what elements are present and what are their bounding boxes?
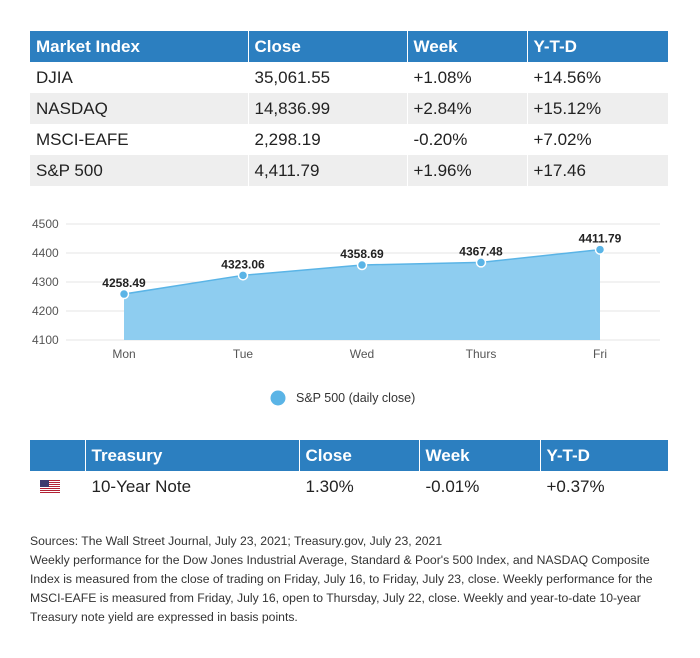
treasury-name: 10-Year Note — [85, 471, 300, 502]
data-point — [594, 244, 606, 255]
index-close: 14,836.99 — [248, 93, 408, 124]
y-tick-label: 4100 — [32, 333, 59, 347]
data-label: 4323.06 — [221, 257, 265, 271]
market-index-table: Market Index Close Week Y-T-D DJIA 35,06… — [30, 31, 669, 186]
index-week: +1.96% — [407, 155, 528, 186]
index-ytd: +17.46 — [527, 155, 669, 186]
col-header-flag — [30, 440, 86, 471]
index-week: +1.08% — [407, 62, 528, 93]
col-header-ytd: Y-T-D — [540, 440, 669, 471]
data-point — [237, 270, 249, 281]
index-name: DJIA — [30, 62, 249, 93]
x-tick-label: Mon — [112, 347, 135, 361]
us-flag-icon — [40, 480, 60, 493]
col-header-close: Close — [299, 440, 420, 471]
y-tick-label: 4500 — [32, 217, 59, 231]
treasury-table-header: Treasury Close Week Y-T-D — [30, 440, 669, 471]
index-name: MSCI-EAFE — [30, 124, 249, 155]
sp500-area-chart: 4100 4200 4300 4400 4500 4258.49 4323.06 4358.… — [32, 217, 660, 406]
index-close: 4,411.79 — [248, 155, 408, 186]
index-name: S&P 500 — [30, 155, 249, 186]
index-close: 35,061.55 — [248, 62, 408, 93]
legend-marker — [270, 390, 286, 406]
data-label: 4411.79 — [579, 232, 622, 246]
methodology-text: Weekly performance for the Dow Jones Ind… — [30, 553, 653, 624]
index-ytd: +15.12% — [527, 93, 669, 124]
legend-label: S&P 500 (daily close) — [296, 391, 415, 405]
y-axis: 4100 4200 4300 4400 4500 — [32, 217, 59, 347]
x-tick-label: Thurs — [466, 347, 497, 361]
treasury-ytd: +0.37% — [540, 471, 669, 502]
index-week: -0.20% — [407, 124, 528, 155]
data-label: 4358.69 — [340, 247, 384, 261]
col-header-close: Close — [248, 31, 408, 62]
y-tick-label: 4400 — [32, 246, 59, 260]
col-header-treasury: Treasury — [85, 440, 300, 471]
data-point — [356, 259, 368, 271]
flag-cell — [30, 471, 86, 502]
table-row: DJIA 35,061.55 +1.08% +14.56% — [30, 62, 669, 93]
index-ytd: +14.56% — [527, 62, 669, 93]
x-tick-label: Fri — [593, 347, 607, 361]
index-close: 2,298.19 — [248, 124, 408, 155]
footnotes: Sources: The Wall Street Journal, July 2… — [30, 532, 670, 627]
treasury-close: 1.30% — [299, 471, 420, 502]
data-points — [118, 244, 606, 300]
x-axis: Mon Tue Wed Thurs Fri — [112, 347, 607, 361]
table-row: S&P 500 4,411.79 +1.96% +17.46 — [30, 155, 669, 186]
data-point — [475, 257, 487, 268]
data-point — [118, 288, 130, 300]
treasury-table: Treasury Close Week Y-T-D 10- — [30, 440, 669, 502]
table-row: MSCI-EAFE 2,298.19 -0.20% +7.02% — [30, 124, 669, 155]
chart-legend: S&P 500 (daily close) — [270, 390, 415, 406]
x-tick-label: Tue — [233, 347, 254, 361]
data-labels: 4258.49 4323.06 4358.69 4367.48 4411.79 — [102, 232, 621, 290]
data-label: 4258.49 — [102, 276, 146, 290]
col-header-market-index: Market Index — [30, 31, 249, 62]
data-label: 4367.48 — [459, 244, 503, 258]
col-header-week: Week — [407, 31, 528, 62]
table-row: 10-Year Note 1.30% -0.01% +0.37% — [30, 471, 669, 502]
col-header-week: Week — [419, 440, 541, 471]
table-row: NASDAQ 14,836.99 +2.84% +15.12% — [30, 93, 669, 124]
x-tick-label: Wed — [350, 347, 374, 361]
index-name: NASDAQ — [30, 93, 249, 124]
treasury-week: -0.01% — [419, 471, 541, 502]
y-tick-label: 4200 — [32, 304, 59, 318]
area-series-sp500 — [124, 249, 600, 340]
col-header-ytd: Y-T-D — [527, 31, 669, 62]
index-ytd: +7.02% — [527, 124, 669, 155]
y-tick-label: 4300 — [32, 275, 59, 289]
sources-text: Sources: The Wall Street Journal, July 2… — [30, 534, 443, 548]
market-table-header: Market Index Close Week Y-T-D — [30, 31, 669, 62]
index-week: +2.84% — [407, 93, 528, 124]
